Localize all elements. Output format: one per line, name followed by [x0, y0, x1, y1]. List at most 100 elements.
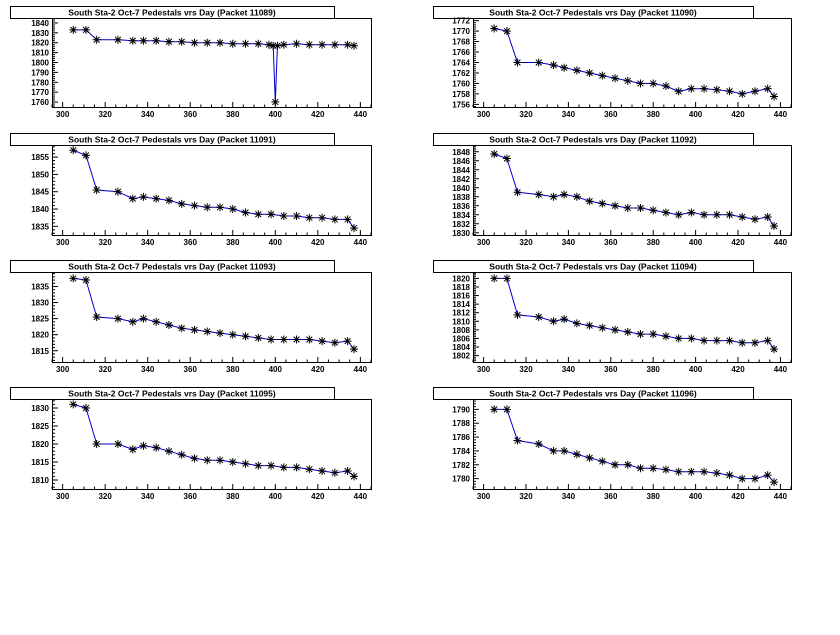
- y-tick-label: 1786: [452, 433, 470, 442]
- data-point: [267, 461, 276, 470]
- x-tick-label: 440: [354, 492, 368, 501]
- y-tick-label: 1812: [452, 309, 470, 318]
- data-point: [549, 317, 558, 326]
- data-point: [349, 41, 358, 50]
- y-tick-label: 1780: [452, 475, 470, 484]
- data-point: [203, 456, 212, 465]
- chart-title: South Sta-2 Oct-7 Pedestals vrs Day (Pac…: [68, 8, 276, 18]
- data-point: [513, 188, 522, 197]
- x-tick-label: 300: [56, 365, 70, 374]
- data-point: [82, 151, 91, 160]
- data-point: [216, 203, 225, 212]
- x-tick-label: 360: [604, 492, 618, 501]
- chart-title: South Sta-2 Oct-7 Pedestals vrs Day (Pac…: [68, 262, 276, 272]
- data-point: [534, 58, 543, 67]
- x-tick-label: 400: [689, 365, 703, 374]
- plot-frame: [473, 145, 792, 236]
- x-tick-label: 440: [354, 110, 368, 119]
- x-tick-label: 360: [604, 238, 618, 247]
- data-point: [318, 40, 327, 49]
- data-point: [292, 463, 301, 472]
- y-tick-label: 1820: [31, 331, 49, 340]
- x-tick-label: 340: [562, 110, 576, 119]
- y-tick-label: 1845: [31, 188, 49, 197]
- data-point: [572, 450, 581, 459]
- data-point: [128, 317, 137, 326]
- data-point: [674, 467, 683, 476]
- data-point: [549, 192, 558, 201]
- data-point: [502, 274, 511, 283]
- y-tick-label: 1760: [452, 79, 470, 88]
- data-point: [560, 446, 569, 455]
- data-point: [113, 314, 122, 323]
- data-point: [611, 460, 620, 469]
- data-point: [763, 84, 772, 93]
- y-tick-label: 1848: [452, 148, 470, 157]
- data-point: [139, 441, 148, 450]
- x-tick-label: 320: [519, 238, 533, 247]
- data-point: [216, 456, 225, 465]
- data-point: [190, 201, 199, 210]
- chart-panel: South Sta-2 Oct-7 Pedestals vrs Day (Pac…: [10, 387, 372, 501]
- data-point: [763, 213, 772, 221]
- data-point: [271, 98, 280, 107]
- x-tick-label: 360: [184, 238, 198, 247]
- data-point: [241, 208, 250, 217]
- y-tick-label: 1758: [452, 90, 470, 99]
- data-point: [254, 39, 263, 48]
- x-tick-label: 320: [98, 110, 112, 119]
- y-tick-label: 1830: [31, 29, 49, 38]
- data-point: [343, 337, 352, 346]
- data-point: [712, 469, 721, 478]
- y-tick-label: 1840: [452, 184, 470, 193]
- x-tick-label: 360: [184, 365, 198, 374]
- y-tick-label: 1836: [452, 202, 470, 211]
- data-point: [305, 465, 314, 474]
- data-point: [69, 25, 78, 34]
- chart-title: South Sta-2 Oct-7 Pedestals vrs Day (Pac…: [489, 262, 697, 272]
- plot-frame: [52, 272, 372, 363]
- data-point: [305, 40, 314, 49]
- data-point: [661, 332, 670, 341]
- x-tick-label: 360: [184, 492, 198, 501]
- data-point: [190, 454, 199, 463]
- data-point: [490, 274, 499, 283]
- data-point: [279, 335, 288, 344]
- data-point: [228, 39, 237, 48]
- y-tick-label: 1780: [31, 78, 49, 87]
- data-point: [623, 328, 632, 336]
- data-point: [164, 321, 173, 330]
- data-point: [534, 313, 543, 321]
- data-point: [279, 211, 288, 220]
- data-point: [254, 333, 263, 342]
- data-point: [598, 71, 607, 80]
- x-tick-label: 360: [604, 110, 618, 119]
- x-tick-label: 420: [731, 110, 745, 119]
- data-point: [128, 445, 137, 454]
- data-point: [585, 453, 594, 462]
- x-tick-label: 380: [226, 492, 240, 501]
- y-tick-label: 1810: [31, 476, 49, 485]
- y-tick-label: 1815: [31, 347, 49, 356]
- series-line: [494, 408, 775, 483]
- data-point: [490, 150, 499, 158]
- data-point: [750, 87, 759, 96]
- chart-panel: South Sta-2 Oct-7 Pedestals vrs Day (Pac…: [10, 133, 372, 247]
- chart-title: South Sta-2 Oct-7 Pedestals vrs Day (Pac…: [489, 135, 697, 145]
- data-point: [534, 440, 543, 448]
- data-point: [330, 40, 339, 49]
- data-point: [763, 471, 772, 480]
- x-tick-label: 420: [311, 492, 325, 501]
- y-tick-label: 1832: [452, 220, 470, 229]
- x-tick-label: 440: [774, 238, 788, 247]
- x-tick-label: 380: [226, 110, 240, 119]
- y-tick-label: 1800: [31, 59, 49, 68]
- data-point: [128, 36, 137, 45]
- y-tick-label: 1820: [31, 440, 49, 449]
- data-point: [649, 464, 658, 473]
- data-point: [560, 63, 569, 72]
- data-point: [534, 190, 543, 199]
- data-point: [343, 215, 352, 224]
- y-tick-label: 1772: [452, 17, 470, 26]
